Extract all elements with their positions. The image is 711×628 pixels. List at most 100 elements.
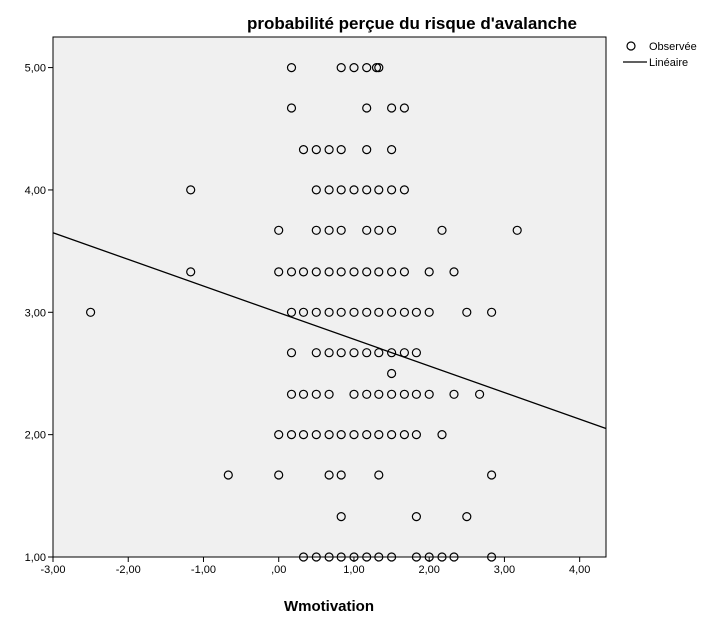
data-point: [411, 389, 421, 399]
data-point: [274, 267, 284, 277]
data-point: [311, 348, 321, 358]
data-point: [374, 552, 384, 562]
data-point: [311, 307, 321, 317]
x-axis: -3,00 -2,00 -1,00 ,00 1,00 2,00 3,00 4,00: [40, 557, 590, 576]
data-point: [324, 145, 334, 155]
data-point: [286, 62, 297, 73]
x-tick-label: 1,00: [343, 564, 364, 576]
data-point: [311, 145, 321, 155]
data-point: [387, 430, 397, 440]
data-point: [399, 267, 409, 277]
data-point: [449, 389, 459, 399]
legend: Observée Linéaire: [623, 41, 697, 69]
y-tick-label: 3,00: [25, 307, 46, 319]
data-point: [411, 552, 421, 562]
data-point: [449, 267, 459, 277]
data-point: [399, 389, 409, 399]
data-point: [362, 103, 372, 113]
data-point: [387, 552, 397, 562]
data-point: [437, 430, 447, 440]
data-point: [274, 470, 284, 480]
data-point: [349, 185, 359, 195]
data-point: [336, 430, 346, 440]
data-point: [349, 62, 359, 73]
data-point: [449, 552, 459, 562]
y-tick-label: 1,00: [25, 552, 46, 564]
data-point: [487, 552, 497, 562]
data-point: [298, 267, 309, 277]
data-point: [311, 552, 321, 562]
x-tick-label: -3,00: [40, 564, 65, 576]
data-point: [362, 430, 372, 440]
data-point: [298, 145, 309, 155]
data-point: [487, 307, 497, 317]
data-point: [324, 552, 334, 562]
data-point: [286, 389, 297, 399]
x-tick-label: 2,00: [418, 564, 439, 576]
legend-label-linear: Linéaire: [649, 57, 688, 69]
data-point: [324, 470, 334, 480]
data-point: [286, 103, 297, 113]
data-point: [298, 307, 309, 317]
x-tick-label: ,00: [271, 564, 286, 576]
data-point: [387, 103, 397, 113]
x-tick-label: 4,00: [569, 564, 590, 576]
data-point: [399, 185, 409, 195]
data-point: [336, 145, 346, 155]
data-point: [349, 389, 359, 399]
data-point: [462, 511, 472, 522]
data-point: [336, 552, 346, 562]
chart-title: probabilité perçue du risque d'avalanche: [247, 14, 577, 33]
data-point: [274, 430, 284, 440]
data-point: [399, 430, 409, 440]
scatter-points: [85, 62, 522, 562]
data-point: [362, 267, 372, 277]
data-point: [475, 389, 485, 399]
data-point: [387, 225, 397, 235]
data-point: [324, 348, 334, 358]
legend-marker-observed: [626, 41, 636, 51]
data-point: [311, 430, 321, 440]
data-point: [324, 307, 334, 317]
data-point: [311, 267, 321, 277]
x-tick-label: -2,00: [116, 564, 141, 576]
data-point: [387, 185, 397, 195]
data-point: [286, 307, 297, 317]
data-point: [311, 185, 321, 195]
plot-area: [52, 36, 607, 558]
data-point: [336, 511, 346, 522]
data-point: [349, 307, 359, 317]
data-point: [437, 552, 447, 562]
data-point: [274, 225, 284, 235]
data-point: [324, 185, 334, 195]
data-point: [336, 307, 346, 317]
data-point: [362, 185, 372, 195]
data-point: [286, 348, 297, 358]
data-point: [336, 62, 346, 73]
data-point: [349, 267, 359, 277]
y-tick-label: 5,00: [25, 63, 46, 75]
data-point: [298, 552, 309, 562]
data-point: [387, 267, 397, 277]
data-point: [424, 267, 434, 277]
data-point: [349, 348, 359, 358]
data-point: [374, 430, 384, 440]
data-point: [298, 430, 309, 440]
data-point: [462, 307, 472, 317]
data-point: [336, 470, 346, 480]
y-tick-label: 4,00: [25, 185, 46, 197]
y-axis: 1,00 2,00 3,00 4,00 5,00: [25, 63, 53, 564]
y-tick-label: 2,00: [25, 430, 46, 442]
data-point: [374, 470, 384, 480]
data-point: [362, 552, 372, 562]
data-point: [411, 348, 421, 358]
data-point: [424, 307, 434, 317]
legend-label-observed: Observée: [649, 41, 697, 53]
data-point: [362, 145, 372, 155]
data-point: [362, 62, 372, 73]
data-point: [374, 267, 384, 277]
data-point: [186, 185, 196, 195]
data-point: [336, 185, 346, 195]
data-point: [411, 511, 421, 522]
data-point: [374, 307, 384, 317]
